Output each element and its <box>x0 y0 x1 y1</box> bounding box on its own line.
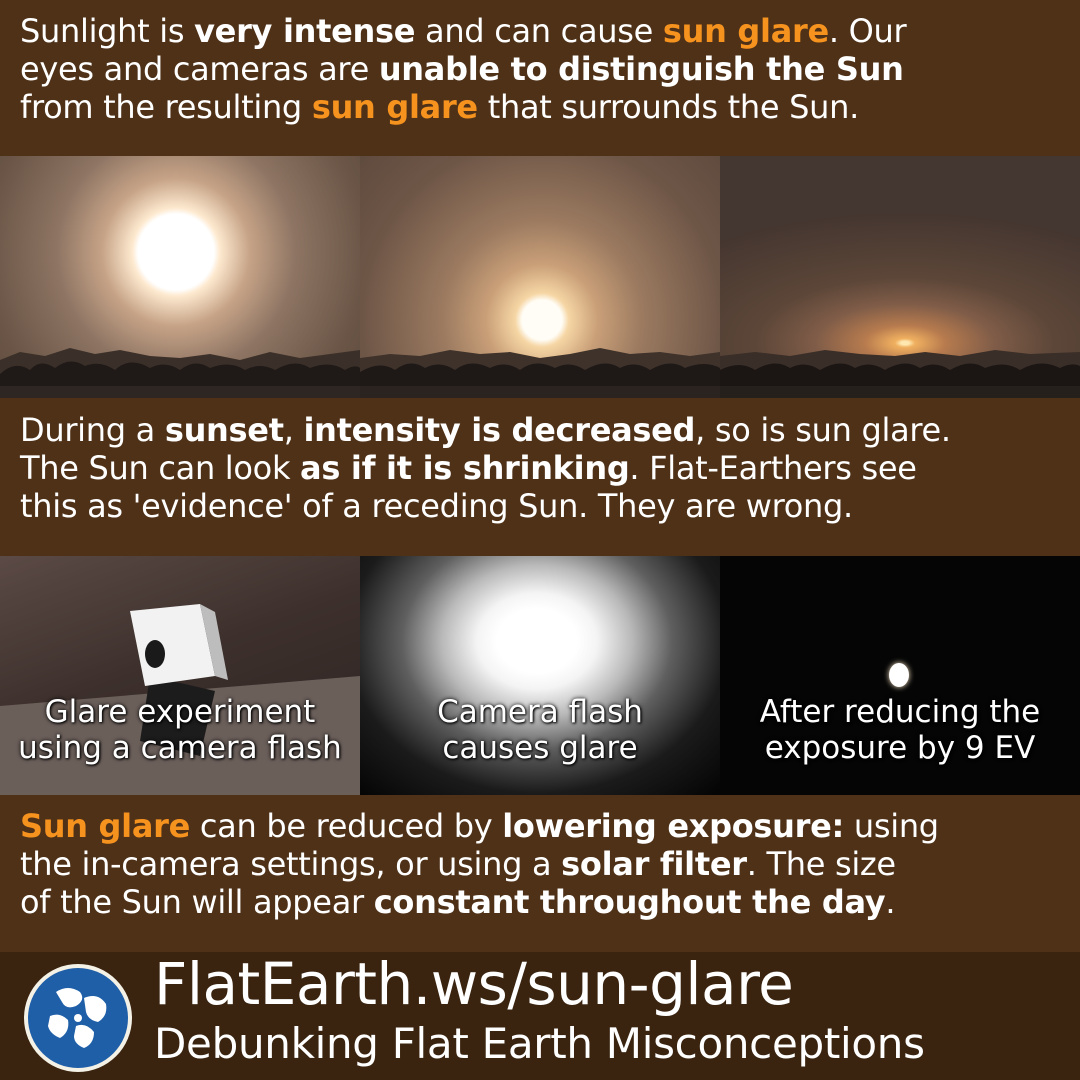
text-run: During a <box>20 411 165 449</box>
middle-line-3: this as 'evidence' of a receding Sun. Th… <box>20 487 1080 525</box>
caption-reduced-exposure: After reducing the exposure by 9 EV <box>720 694 1080 766</box>
sunset-photo-row <box>0 156 1080 398</box>
text-run: solar filter <box>561 845 747 883</box>
flash-glare-photo: Camera flash causes glare <box>360 556 720 795</box>
intro-text-band: Sunlight is very intense and can cause s… <box>0 0 1080 156</box>
text-run: sun glare <box>662 12 829 50</box>
landscape-silhouette <box>720 350 1080 398</box>
sunset-explanation-band: During a sunset, intensity is decreased,… <box>0 398 1080 556</box>
text-run: Sun glare <box>20 807 191 845</box>
caption-glare-experiment: Glare experiment using a camera flash <box>0 694 360 766</box>
footer: FlatEarth.ws/sun-glare Debunking Flat Ea… <box>0 950 1080 1080</box>
caption-flash-glare: Camera flash causes glare <box>360 694 720 766</box>
text-run: constant throughout the day <box>373 883 886 921</box>
text-run: as if it is shrinking <box>300 449 630 487</box>
sunset-photo-lower <box>360 156 720 398</box>
text-run: eyes and cameras are <box>20 50 379 88</box>
text-run: this as 'evidence' of a receding Sun. Th… <box>20 487 853 525</box>
footer-subtitle: Debunking Flat Earth Misconceptions <box>154 1019 925 1068</box>
caption-line: exposure by 9 EV <box>764 730 1036 766</box>
text-run: . Our <box>828 12 907 50</box>
text-run: The Sun can look <box>20 449 301 487</box>
text-run: sun glare <box>311 88 478 126</box>
reduced-exposure-photo: After reducing the exposure by 9 EV <box>720 556 1080 795</box>
caption-line: Camera flash <box>437 694 643 730</box>
text-run: using <box>844 807 939 845</box>
text-run: very intense <box>194 12 416 50</box>
footer-url-title: FlatEarth.ws/sun-glare <box>154 950 794 1018</box>
middle-line-1: During a sunset, intensity is decreased,… <box>20 411 1080 449</box>
landscape-silhouette <box>360 348 720 398</box>
bottom-line-3: of the Sun will appear constant througho… <box>20 883 1080 921</box>
sunset-photo-bright <box>0 156 360 398</box>
bottom-line-2: the in-camera settings, or using a solar… <box>20 845 1080 883</box>
text-run: from the resulting <box>20 88 312 126</box>
landscape-silhouette <box>0 348 360 398</box>
flash-setup-photo: Glare experiment using a camera flash <box>0 556 360 795</box>
text-run: . Flat-Earthers see <box>629 449 917 487</box>
flash-dot <box>889 663 909 687</box>
text-run: . The size <box>746 845 896 883</box>
caption-line: After reducing the <box>759 694 1041 730</box>
bottom-line-1: Sun glare can be reduced by lowering exp… <box>20 807 1080 845</box>
intro-line-1: Sunlight is very intense and can cause s… <box>20 12 1080 50</box>
camera-flash-icon <box>0 604 360 795</box>
text-run: and can cause <box>415 12 663 50</box>
caption-line: causes glare <box>442 730 638 766</box>
text-run: unable to distinguish the Sun <box>378 50 904 88</box>
text-run: the in-camera settings, or using a <box>20 845 562 883</box>
caption-line: using a camera flash <box>18 730 342 766</box>
flash-experiment-row: Glare experiment using a camera flash Ca… <box>0 556 1080 795</box>
text-run: of the Sun will appear <box>20 883 374 921</box>
intro-line-3: from the resulting sun glare that surrou… <box>20 88 1080 126</box>
intro-line-2: eyes and cameras are unable to distingui… <box>20 50 1080 88</box>
text-run: . <box>885 883 896 921</box>
text-run: , <box>283 411 304 449</box>
middle-line-2: The Sun can look as if it is shrinking. … <box>20 449 1080 487</box>
text-run: sunset <box>164 411 284 449</box>
text-run: that surrounds the Sun. <box>477 88 860 126</box>
text-run: , so is sun glare. <box>695 411 951 449</box>
text-run: Sunlight is <box>20 12 195 50</box>
conclusion-text-band: Sun glare can be reduced by lowering exp… <box>0 795 1080 952</box>
text-run: intensity is decreased <box>303 411 696 449</box>
text-run: lowering exposure: <box>502 807 844 845</box>
caption-line: Glare experiment <box>44 694 316 730</box>
sunset-photo-setting <box>720 156 1080 398</box>
text-run: can be reduced by <box>190 807 503 845</box>
globe-logo-icon <box>24 964 132 1072</box>
